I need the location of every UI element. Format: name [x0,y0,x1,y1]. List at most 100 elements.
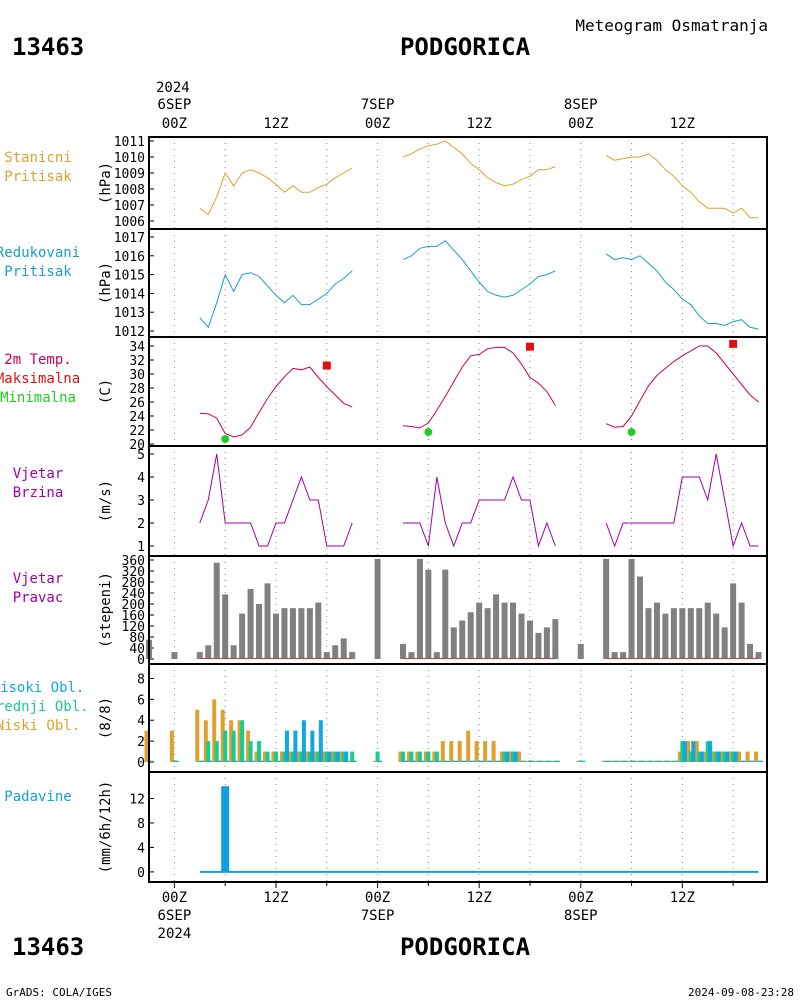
cloud-bar [223,730,228,762]
cloud-bar [409,751,414,762]
cloud-bar [468,760,473,762]
cloud-bar [488,760,493,762]
hour-label-top: 00Z [365,116,390,132]
cloud-bar [471,760,476,762]
direction-bar [535,632,542,659]
cloud-bar [711,751,716,762]
direction-bar [518,613,525,659]
y-tick-label: 3 [137,494,145,509]
cloud-bar [341,751,346,762]
direction-bar [526,620,533,659]
cloud-bar [739,760,744,762]
cloud-bar [654,760,659,762]
cloud-bar [443,760,448,762]
cloud-bar [293,730,298,762]
direction-bar [620,652,627,659]
cloud-bar [324,751,329,762]
cloud-bar [237,720,242,762]
direction-bar [730,583,737,659]
cloud-bar [748,760,753,762]
y-tick-label: 24 [129,410,145,425]
y-tick-label: 40 [129,642,145,657]
y-tick-label: 320 [122,565,145,580]
cloud-bar [406,751,411,762]
hour-label-bottom: 12Z [670,890,695,906]
direction-bar [247,588,254,659]
cloud-bar [694,741,699,762]
cloud-bar [229,720,234,762]
cloud-bar [530,760,535,762]
cloud-bar [513,751,518,762]
cloud-bar [299,751,304,762]
cloud-bar [555,760,560,762]
cloud-bar [483,741,488,762]
panel-label: Brzina [13,485,64,501]
cloud-bar [454,760,459,762]
cloud-bar [378,760,383,762]
cloud-bar [310,730,315,762]
y-tick-label: 80 [129,631,145,646]
hour-label-bottom: 00Z [568,890,593,906]
cloud-bar [242,760,247,762]
cloud-bar [638,760,643,762]
y-tick-label: 240 [122,587,145,602]
direction-bar [467,612,474,659]
cloud-bar [335,751,340,762]
cloud-bar [259,760,264,762]
footer-credit: GrADS: COLA/IGES [6,986,112,999]
cloud-bar [632,760,637,762]
cloud-bar [612,760,617,762]
panel-frame [148,336,768,447]
cloud-bar [728,751,733,762]
direction-bar [738,602,745,659]
cloud-bar [525,760,530,762]
cloud-bar [212,699,217,762]
cloud-bar [398,751,403,762]
y-tick-label: 4 [137,714,145,729]
cloud-bar [733,751,738,762]
y-tick-label: 1007 [114,199,145,214]
day-label-bottom: 7SEP [361,908,395,924]
cloud-bar [313,751,318,762]
cloud-bar [660,760,665,762]
station-name: PODGORICA [400,33,531,61]
cloud-bar [400,751,405,762]
direction-bar [442,569,449,659]
cloud-bar [330,751,335,762]
cloud-bar [725,751,730,762]
cloud-bar [257,741,262,762]
y-tick-label: 2 [137,517,145,532]
cloud-bar [536,760,541,762]
direction-bar [696,608,703,659]
cloud-bar [519,760,524,762]
cloud-bar [217,760,222,762]
cloud-bar [682,741,687,762]
panel-label: 2m Temp. [4,352,71,368]
cloud-bar [629,760,634,762]
cloud-bar [296,751,301,762]
direction-bar [323,652,330,659]
cloud-bar [333,751,338,762]
direction-bar [349,652,356,659]
direction-bar [611,652,618,659]
cloud-bar [581,760,586,762]
cloud-bar [290,751,295,762]
panel-label: Stanicni [4,150,71,166]
hour-label-top: 12Z [263,116,288,132]
cloud-bar [703,751,708,762]
year-label-top: 2024 [156,80,190,96]
cloud-bar [485,760,490,762]
panel-label: Padavine [4,789,71,805]
direction-bar [679,608,686,659]
cloud-bar [669,760,674,762]
cloud-bar [671,760,676,762]
cloud-bar [457,741,462,762]
direction-bar [459,620,466,659]
panel-wind_direction: Vjetar Pravac (stepeni) 0408012016020024028… [13,554,768,668]
cloud-bar [646,760,651,762]
cloud-bar [316,751,321,762]
series-line [605,453,759,548]
panel-reduced_pressure: Redukovani Pritisak (hPa) 1012 1013 1014 1015 1… [0,228,768,340]
cloud-bar [318,720,323,762]
y-tick-label: 5 [137,448,145,463]
